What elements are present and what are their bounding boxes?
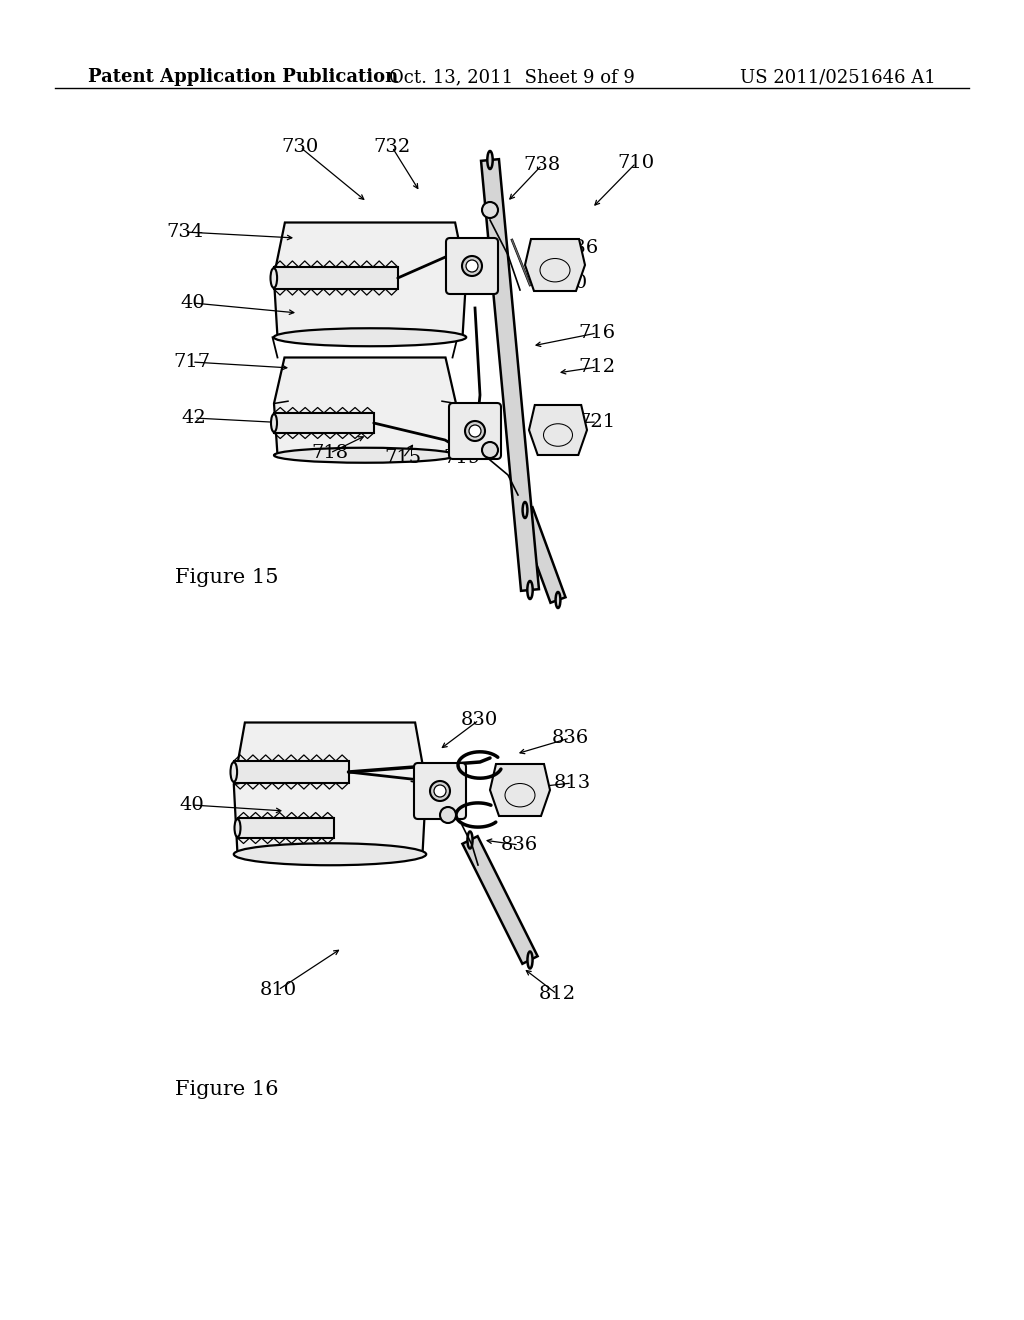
Ellipse shape [482, 442, 498, 458]
Text: 42: 42 [181, 409, 207, 426]
Text: 736: 736 [561, 239, 599, 257]
FancyBboxPatch shape [449, 403, 501, 459]
Polygon shape [517, 507, 565, 603]
Text: 711: 711 [329, 275, 366, 292]
Polygon shape [481, 160, 539, 591]
Ellipse shape [434, 785, 446, 797]
Ellipse shape [270, 268, 278, 288]
Ellipse shape [527, 581, 532, 599]
Text: 836: 836 [501, 836, 538, 854]
Polygon shape [274, 358, 456, 455]
Text: 712: 712 [579, 358, 615, 376]
Text: Figure 15: Figure 15 [175, 568, 279, 587]
Text: Patent Application Publication: Patent Application Publication [88, 69, 398, 86]
Text: 40: 40 [179, 796, 205, 814]
Polygon shape [490, 764, 550, 816]
Text: 710: 710 [617, 154, 654, 172]
Ellipse shape [273, 329, 466, 346]
Polygon shape [233, 762, 348, 783]
Polygon shape [233, 722, 426, 854]
Ellipse shape [234, 818, 241, 837]
Ellipse shape [271, 414, 278, 432]
Ellipse shape [467, 832, 472, 849]
Ellipse shape [466, 260, 478, 272]
Ellipse shape [274, 447, 456, 463]
Polygon shape [238, 818, 334, 838]
Text: 836: 836 [551, 729, 589, 747]
Ellipse shape [465, 421, 485, 441]
Text: 810: 810 [259, 981, 297, 999]
Ellipse shape [487, 150, 493, 169]
Text: 730: 730 [282, 139, 318, 156]
Text: 734: 734 [166, 223, 204, 242]
Text: 716: 716 [579, 323, 615, 342]
Ellipse shape [556, 591, 560, 609]
Polygon shape [273, 267, 397, 289]
Text: 813: 813 [553, 774, 591, 792]
Text: 721: 721 [579, 413, 615, 432]
FancyBboxPatch shape [446, 238, 498, 294]
Text: Oct. 13, 2011  Sheet 9 of 9: Oct. 13, 2011 Sheet 9 of 9 [389, 69, 635, 86]
Polygon shape [463, 836, 538, 964]
Text: 715: 715 [384, 449, 422, 467]
Ellipse shape [527, 952, 532, 969]
Text: 40: 40 [180, 294, 206, 312]
Polygon shape [273, 223, 466, 337]
Text: US 2011/0251646 A1: US 2011/0251646 A1 [740, 69, 936, 86]
FancyBboxPatch shape [414, 763, 466, 818]
Ellipse shape [482, 202, 498, 218]
Text: 717: 717 [173, 352, 211, 371]
Text: 720: 720 [551, 275, 588, 292]
Text: 719: 719 [443, 449, 480, 467]
Ellipse shape [233, 843, 426, 865]
Ellipse shape [430, 781, 450, 801]
Ellipse shape [469, 425, 481, 437]
Polygon shape [274, 413, 374, 433]
Ellipse shape [230, 762, 238, 781]
Text: 812: 812 [539, 985, 575, 1003]
Text: 732: 732 [374, 139, 411, 156]
Polygon shape [525, 239, 585, 290]
Ellipse shape [522, 502, 527, 517]
Ellipse shape [440, 807, 456, 822]
Text: Figure 16: Figure 16 [175, 1080, 279, 1100]
Polygon shape [529, 405, 587, 455]
Text: 738: 738 [523, 156, 560, 174]
Ellipse shape [462, 256, 482, 276]
Text: 830: 830 [461, 711, 498, 729]
Text: 718: 718 [311, 444, 348, 462]
